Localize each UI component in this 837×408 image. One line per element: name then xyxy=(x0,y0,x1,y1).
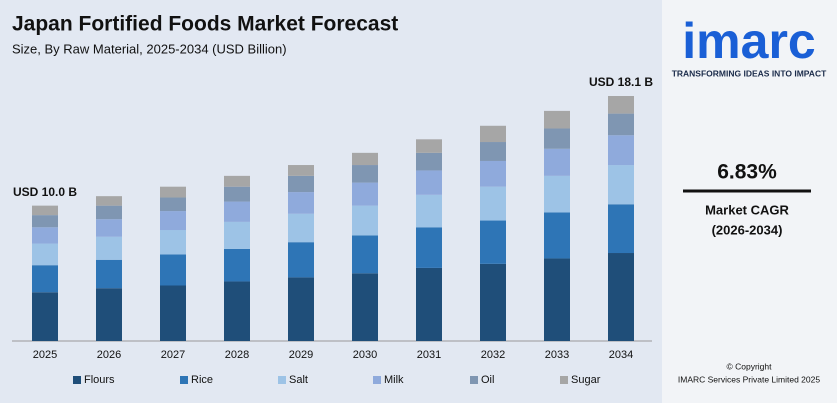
bar-segment xyxy=(96,288,122,341)
bar-segment xyxy=(416,227,442,268)
bar-segment xyxy=(160,254,186,286)
x-tick-label: 2025 xyxy=(33,349,57,361)
x-tick-label: 2029 xyxy=(289,349,313,361)
bar-segment xyxy=(416,152,442,171)
x-tick-label: 2033 xyxy=(545,349,569,361)
cagr-label: Market CAGR xyxy=(705,202,789,217)
bar-segment xyxy=(224,281,250,341)
bar-segment xyxy=(352,235,378,274)
bar-segment xyxy=(480,142,506,161)
bar-segment xyxy=(32,292,58,341)
legend-label: Sugar xyxy=(571,374,601,386)
copyright: © Copyright xyxy=(726,361,772,371)
bar-segment xyxy=(480,160,506,187)
bar-segment xyxy=(352,182,378,206)
cagr-period: (2026-2034) xyxy=(712,222,783,237)
bar-segment xyxy=(32,205,58,216)
legend-label: Milk xyxy=(384,374,404,386)
legend-swatch xyxy=(180,376,188,384)
bar-segment xyxy=(160,230,186,255)
chart-subtitle: Size, By Raw Material, 2025-2034 (USD Bi… xyxy=(12,41,287,56)
bar-segment xyxy=(608,96,634,114)
bar-segment xyxy=(32,265,58,293)
bar-segment xyxy=(544,110,570,129)
bar-segment xyxy=(544,212,570,259)
total-label: USD 18.1 B xyxy=(589,75,653,89)
bar-segment xyxy=(544,258,570,341)
bar-segment xyxy=(160,211,186,231)
bar-segment xyxy=(288,277,314,341)
bar-segment xyxy=(224,201,250,222)
bar-segment xyxy=(224,221,250,249)
bar-segment xyxy=(608,135,634,166)
bar-segment xyxy=(416,139,442,153)
bar-segment xyxy=(480,263,506,341)
bar-segment xyxy=(480,125,506,143)
bar-segment xyxy=(544,175,570,213)
bar-segment xyxy=(608,253,634,341)
bar-segment xyxy=(160,285,186,341)
x-tick-label: 2034 xyxy=(609,349,633,361)
bar-segment xyxy=(608,204,634,254)
bar-segment xyxy=(288,213,314,243)
legend-swatch xyxy=(278,376,286,384)
bar-segment xyxy=(544,148,570,176)
bar-segment xyxy=(416,267,442,341)
bar-segment xyxy=(96,236,122,260)
bar-segment xyxy=(288,175,314,193)
legend-swatch xyxy=(560,376,568,384)
bar-segment xyxy=(352,273,378,341)
legend-label: Rice xyxy=(191,374,213,386)
bar-segment xyxy=(32,243,58,266)
bar-segment xyxy=(480,220,506,264)
bar-segment xyxy=(32,227,58,244)
bar-segment xyxy=(96,219,122,237)
bar-segment xyxy=(224,186,250,202)
bar-segment xyxy=(608,165,634,205)
total-label: USD 10.0 B xyxy=(13,185,77,199)
legend-label: Oil xyxy=(481,374,494,386)
bar-segment xyxy=(608,113,634,136)
legend-label: Flours xyxy=(84,374,115,386)
bar-segment xyxy=(544,128,570,149)
legend-swatch xyxy=(470,376,478,384)
legend-swatch xyxy=(73,376,81,384)
cagr-value: 6.83% xyxy=(717,161,777,184)
x-tick-label: 2031 xyxy=(417,349,441,361)
bar-segment xyxy=(288,242,314,278)
bar-segment xyxy=(96,259,122,289)
logo: imarc xyxy=(682,13,815,69)
bar-segment xyxy=(32,215,58,228)
bar-segment xyxy=(288,192,314,214)
legend-label: Salt xyxy=(289,374,308,386)
bar-segment xyxy=(416,194,442,228)
x-tick-label: 2032 xyxy=(481,349,505,361)
x-tick-label: 2027 xyxy=(161,349,185,361)
bar-segment xyxy=(352,165,378,183)
sidebar-background xyxy=(662,0,837,403)
company: IMARC Services Private Limited 2025 xyxy=(678,374,820,384)
bar-segment xyxy=(224,248,250,282)
bar-segment xyxy=(160,197,186,212)
bar-segment xyxy=(96,196,122,206)
chart-title: Japan Fortified Foods Market Forecast xyxy=(12,13,398,36)
bar-segment xyxy=(416,170,442,195)
bar-segment xyxy=(352,205,378,236)
bar-segment xyxy=(480,186,506,221)
bar-segment xyxy=(160,186,186,198)
bar-segment xyxy=(224,175,250,187)
bar-segment xyxy=(288,165,314,176)
bar-segment xyxy=(96,205,122,220)
x-tick-label: 2026 xyxy=(97,349,121,361)
x-tick-label: 2028 xyxy=(225,349,249,361)
x-tick-label: 2030 xyxy=(353,349,377,361)
bar-segment xyxy=(352,152,378,166)
legend-swatch xyxy=(373,376,381,384)
tagline: TRANSFORMING IDEAS INTO IMPACT xyxy=(672,68,827,78)
